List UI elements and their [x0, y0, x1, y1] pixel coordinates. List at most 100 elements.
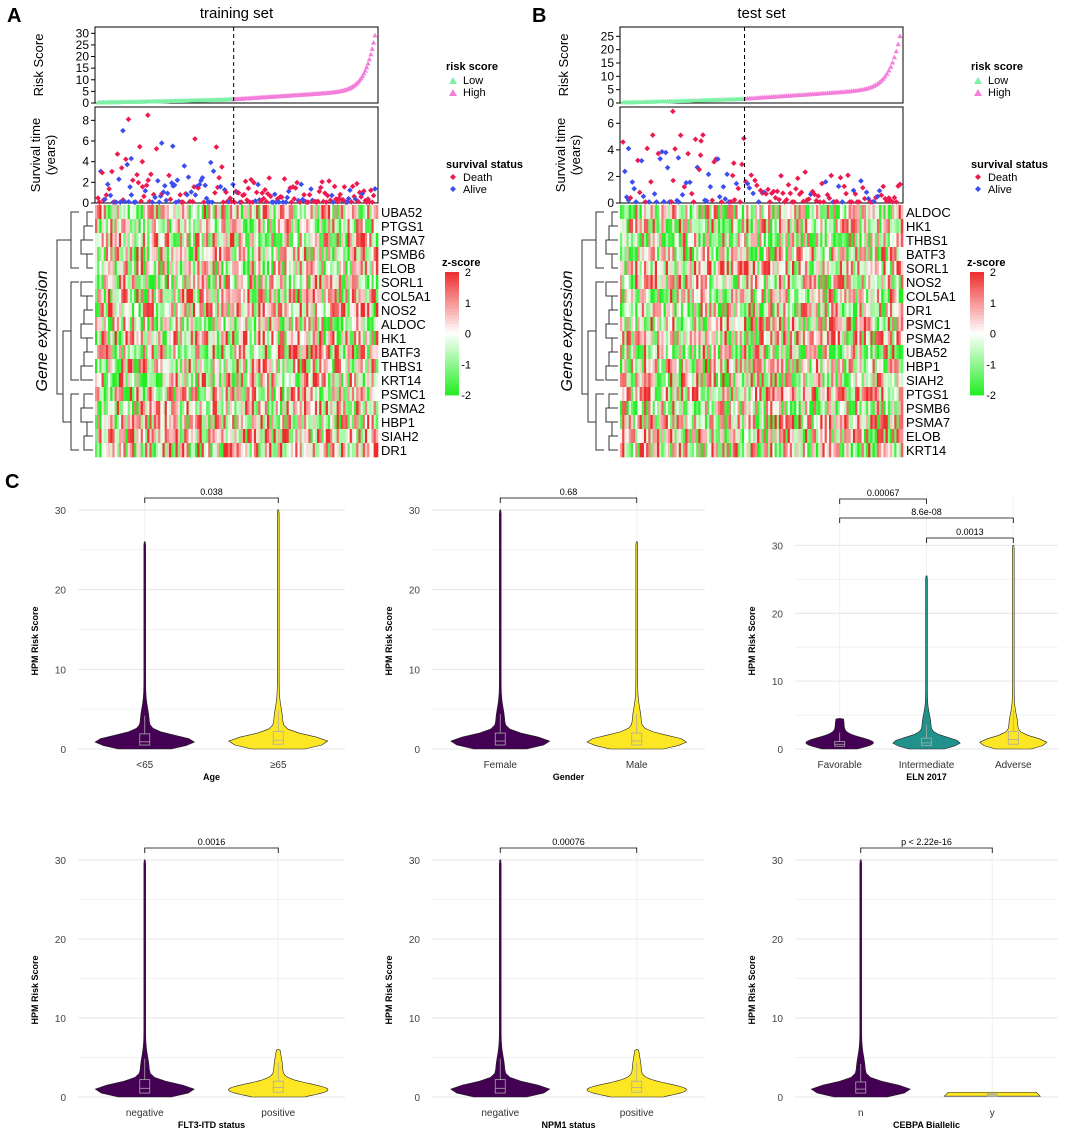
heatmap-cell [134, 219, 137, 234]
heatmap-cell [158, 331, 161, 346]
heatmap-cell [759, 331, 762, 346]
heatmap-cell [828, 289, 832, 304]
survival-point-alive [185, 174, 192, 180]
heatmap-cell [203, 373, 207, 388]
survival-legend-title: survival status [446, 159, 523, 171]
heatmap-cell [301, 401, 305, 416]
heatmap-cell [145, 219, 148, 234]
heatmap-cell [362, 289, 366, 304]
heatmap-cell [323, 401, 327, 416]
heatmap-cell [151, 275, 155, 290]
heatmap-cell [820, 247, 823, 262]
heatmap-cell [815, 219, 819, 234]
heatmap-cell [343, 247, 346, 262]
heatmap-cell [663, 247, 667, 262]
heatmap-cell [680, 233, 684, 248]
heatmap-cell [781, 317, 784, 332]
heatmap-cell [828, 303, 832, 318]
heatmap-cell [622, 261, 625, 276]
heatmap-cell [288, 401, 292, 416]
survival-point-alive [876, 187, 883, 194]
heatmap-cell [768, 387, 771, 402]
heatmap-cell [774, 219, 778, 234]
heatmap-cell [308, 205, 311, 220]
heatmap-cell [340, 359, 344, 374]
heatmap-cell [158, 247, 161, 262]
heatmap-cell [264, 317, 268, 332]
risk-point-high [364, 64, 370, 70]
heatmap-cell [149, 373, 152, 388]
heatmap-cell [770, 289, 773, 304]
heatmap-cell [136, 429, 139, 444]
heatmap-cell [225, 429, 229, 444]
heatmap-cell [166, 317, 170, 332]
heatmap-cell [794, 331, 797, 346]
heatmap-cell [652, 261, 656, 276]
heatmap-cell [282, 387, 285, 402]
heatmap-cell [900, 261, 904, 276]
heatmap-cell [885, 317, 889, 332]
heatmap-cell [748, 345, 751, 360]
heatmap-cell [639, 303, 643, 318]
heatmap-cell [145, 289, 148, 304]
heatmap-cell [303, 289, 307, 304]
heatmap-cell [678, 275, 682, 290]
survival-point-alive [746, 185, 753, 191]
survival-point-alive [839, 199, 846, 205]
heatmap-cell [221, 345, 224, 360]
survival-point-death [891, 194, 898, 201]
heatmap-cell [321, 429, 324, 444]
heatmap-cell [646, 359, 649, 374]
heatmap-cell [249, 205, 253, 220]
heatmap-cell [330, 317, 333, 332]
heatmap-cell [232, 289, 235, 304]
heatmap-cell [282, 359, 285, 374]
heatmap-cell [848, 303, 852, 318]
heatmap-cell [206, 205, 209, 220]
heatmap-cell [138, 219, 142, 234]
heatmap-cell [234, 303, 237, 318]
survival-point-alive [724, 171, 730, 178]
heatmap-cell [835, 331, 839, 346]
heatmap-cell [846, 373, 849, 388]
heatmap-cell [125, 429, 129, 444]
heatmap-cell [770, 247, 773, 262]
heatmap-cell [264, 303, 268, 318]
heatmap-cell [280, 303, 283, 318]
heatmap-cell [726, 205, 730, 220]
heatmap-cell [214, 219, 218, 234]
heatmap-cell [301, 205, 305, 220]
heatmap-cell [345, 359, 348, 374]
heatmap-cell [661, 373, 664, 388]
heatmap-cell [188, 331, 192, 346]
heatmap-cell [286, 443, 290, 458]
survival-point-death [223, 189, 229, 196]
survival-point-alive [283, 199, 289, 205]
heatmap-cell [689, 205, 693, 220]
heatmap-cell [373, 219, 377, 234]
heatmap-cell [752, 317, 756, 332]
heatmap-cell [865, 247, 869, 262]
heatmap-cell [364, 415, 368, 430]
heatmap-cell [169, 443, 172, 458]
heatmap-cell [748, 247, 751, 262]
heatmap-cell [659, 359, 662, 374]
survival-point-death [735, 185, 742, 192]
heatmap-cell [641, 275, 645, 290]
heatmap-cell [171, 429, 174, 444]
heatmap-cell [145, 429, 148, 444]
heatmap-cell [149, 205, 152, 220]
heatmap-cell [646, 275, 649, 290]
heatmap-cell [733, 303, 736, 318]
heatmap-cell [711, 233, 714, 248]
heatmap-cell [855, 233, 858, 248]
survival-point-alive [683, 179, 690, 186]
heatmap-cell [195, 219, 198, 234]
heatmap-cell [772, 219, 775, 234]
heatmap-cell [726, 233, 730, 248]
heatmap-cell [672, 317, 675, 332]
heatmap-cell [121, 443, 124, 458]
legend-low-marker [974, 77, 982, 84]
heatmap-cell [149, 275, 152, 290]
heatmap-cell [262, 359, 266, 374]
